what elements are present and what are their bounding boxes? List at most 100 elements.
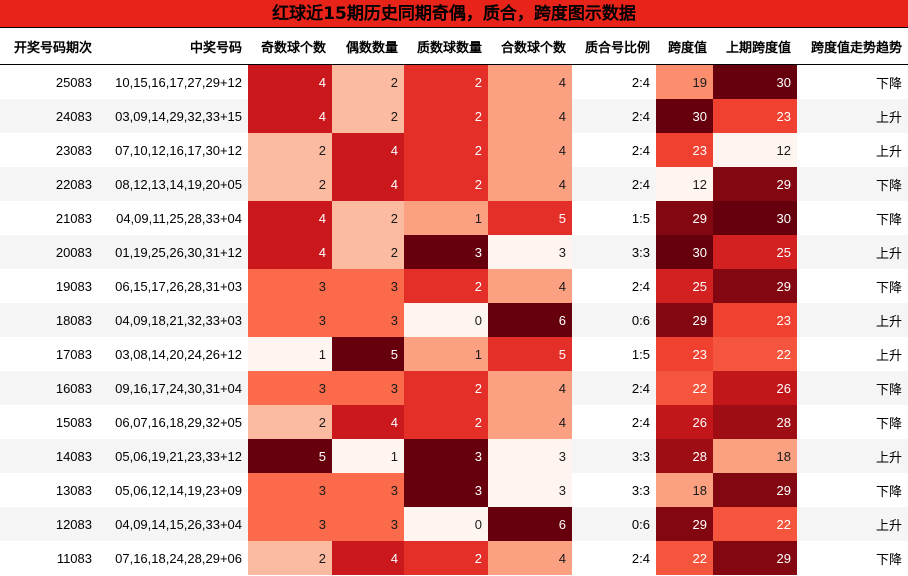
cell-odd: 3 bbox=[248, 371, 332, 405]
cell-span: 12 bbox=[656, 167, 713, 201]
cell-composite: 6 bbox=[488, 507, 572, 541]
cell-ratio: 2:4 bbox=[572, 167, 656, 201]
cell-odd: 2 bbox=[248, 541, 332, 575]
table-row: 19083 06,15,17,26,28,31+03 3 3 2 4 2:4 25 29 下降 bbox=[0, 269, 908, 303]
cell-span: 29 bbox=[656, 507, 713, 541]
cell-odd: 4 bbox=[248, 201, 332, 235]
cell-trend: 上升 bbox=[797, 133, 908, 167]
cell-ratio: 1:5 bbox=[572, 201, 656, 235]
cell-issue: 22083 bbox=[0, 167, 98, 201]
cell-ratio: 3:3 bbox=[572, 439, 656, 473]
cell-prev-span: 29 bbox=[713, 269, 797, 303]
cell-prev-span: 29 bbox=[713, 473, 797, 507]
cell-prime: 0 bbox=[404, 507, 488, 541]
cell-composite: 3 bbox=[488, 439, 572, 473]
cell-numbers: 10,15,16,17,27,29+12 bbox=[98, 64, 248, 99]
cell-prime: 2 bbox=[404, 99, 488, 133]
cell-ratio: 2:4 bbox=[572, 541, 656, 575]
col-header-span: 跨度值 bbox=[656, 28, 713, 65]
col-header-trend: 跨度值走势趋势 bbox=[797, 28, 908, 65]
cell-composite: 3 bbox=[488, 473, 572, 507]
cell-even: 4 bbox=[332, 541, 404, 575]
cell-span: 18 bbox=[656, 473, 713, 507]
cell-ratio: 3:3 bbox=[572, 235, 656, 269]
col-header-prev-span: 上期跨度值 bbox=[713, 28, 797, 65]
cell-even: 2 bbox=[332, 235, 404, 269]
cell-odd: 4 bbox=[248, 64, 332, 99]
cell-composite: 3 bbox=[488, 235, 572, 269]
cell-prev-span: 23 bbox=[713, 303, 797, 337]
cell-issue: 23083 bbox=[0, 133, 98, 167]
cell-issue: 15083 bbox=[0, 405, 98, 439]
cell-composite: 4 bbox=[488, 541, 572, 575]
cell-even: 2 bbox=[332, 201, 404, 235]
cell-composite: 4 bbox=[488, 133, 572, 167]
cell-issue: 20083 bbox=[0, 235, 98, 269]
cell-prime: 1 bbox=[404, 201, 488, 235]
cell-trend: 下降 bbox=[797, 473, 908, 507]
cell-prime: 2 bbox=[404, 64, 488, 99]
cell-numbers: 04,09,11,25,28,33+04 bbox=[98, 201, 248, 235]
cell-numbers: 07,16,18,24,28,29+06 bbox=[98, 541, 248, 575]
cell-ratio: 0:6 bbox=[572, 303, 656, 337]
cell-span: 22 bbox=[656, 371, 713, 405]
cell-prev-span: 30 bbox=[713, 201, 797, 235]
cell-numbers: 04,09,18,21,32,33+03 bbox=[98, 303, 248, 337]
cell-ratio: 2:4 bbox=[572, 269, 656, 303]
cell-composite: 4 bbox=[488, 269, 572, 303]
cell-prev-span: 22 bbox=[713, 337, 797, 371]
cell-issue: 21083 bbox=[0, 201, 98, 235]
cell-even: 4 bbox=[332, 133, 404, 167]
cell-odd: 3 bbox=[248, 473, 332, 507]
cell-prev-span: 29 bbox=[713, 541, 797, 575]
cell-composite: 5 bbox=[488, 201, 572, 235]
table-row: 14083 05,06,19,21,23,33+12 5 1 3 3 3:3 28 18 上升 bbox=[0, 439, 908, 473]
table-row: 16083 09,16,17,24,30,31+04 3 3 2 4 2:4 22 26 下降 bbox=[0, 371, 908, 405]
cell-issue: 16083 bbox=[0, 371, 98, 405]
cell-prime: 3 bbox=[404, 473, 488, 507]
cell-issue: 19083 bbox=[0, 269, 98, 303]
cell-prime: 3 bbox=[404, 235, 488, 269]
cell-even: 4 bbox=[332, 405, 404, 439]
table-row: 25083 10,15,16,17,27,29+12 4 2 2 4 2:4 19 30 下降 bbox=[0, 64, 908, 99]
cell-prev-span: 23 bbox=[713, 99, 797, 133]
cell-prev-span: 18 bbox=[713, 439, 797, 473]
cell-prime: 0 bbox=[404, 303, 488, 337]
cell-trend: 下降 bbox=[797, 405, 908, 439]
cell-numbers: 08,12,13,14,19,20+05 bbox=[98, 167, 248, 201]
cell-odd: 4 bbox=[248, 99, 332, 133]
cell-ratio: 2:4 bbox=[572, 99, 656, 133]
cell-prev-span: 29 bbox=[713, 167, 797, 201]
cell-trend: 下降 bbox=[797, 371, 908, 405]
cell-issue: 14083 bbox=[0, 439, 98, 473]
cell-prime: 2 bbox=[404, 371, 488, 405]
cell-span: 23 bbox=[656, 133, 713, 167]
cell-prev-span: 28 bbox=[713, 405, 797, 439]
table-row: 22083 08,12,13,14,19,20+05 2 4 2 4 2:4 12 29 下降 bbox=[0, 167, 908, 201]
table-row: 24083 03,09,14,29,32,33+15 4 2 2 4 2:4 30 23 上升 bbox=[0, 99, 908, 133]
table-row: 21083 04,09,11,25,28,33+04 4 2 1 5 1:5 29 30 下降 bbox=[0, 201, 908, 235]
table-row: 20083 01,19,25,26,30,31+12 4 2 3 3 3:3 30 25 上升 bbox=[0, 235, 908, 269]
table-row: 15083 06,07,16,18,29,32+05 2 4 2 4 2:4 26 28 下降 bbox=[0, 405, 908, 439]
cell-prime: 2 bbox=[404, 269, 488, 303]
cell-trend: 上升 bbox=[797, 235, 908, 269]
cell-composite: 5 bbox=[488, 337, 572, 371]
cell-ratio: 2:4 bbox=[572, 64, 656, 99]
cell-ratio: 2:4 bbox=[572, 405, 656, 439]
cell-prime: 2 bbox=[404, 541, 488, 575]
cell-prev-span: 26 bbox=[713, 371, 797, 405]
cell-prime: 2 bbox=[404, 167, 488, 201]
cell-trend: 上升 bbox=[797, 303, 908, 337]
cell-trend: 下降 bbox=[797, 201, 908, 235]
col-header-numbers: 中奖号码 bbox=[98, 28, 248, 65]
col-header-even: 偶数数量 bbox=[332, 28, 404, 65]
cell-even: 3 bbox=[332, 473, 404, 507]
cell-issue: 24083 bbox=[0, 99, 98, 133]
cell-odd: 3 bbox=[248, 507, 332, 541]
cell-prime: 2 bbox=[404, 133, 488, 167]
cell-odd: 3 bbox=[248, 269, 332, 303]
col-header-odd: 奇数球个数 bbox=[248, 28, 332, 65]
col-header-ratio: 质合号比例 bbox=[572, 28, 656, 65]
cell-odd: 2 bbox=[248, 133, 332, 167]
cell-span: 19 bbox=[656, 64, 713, 99]
